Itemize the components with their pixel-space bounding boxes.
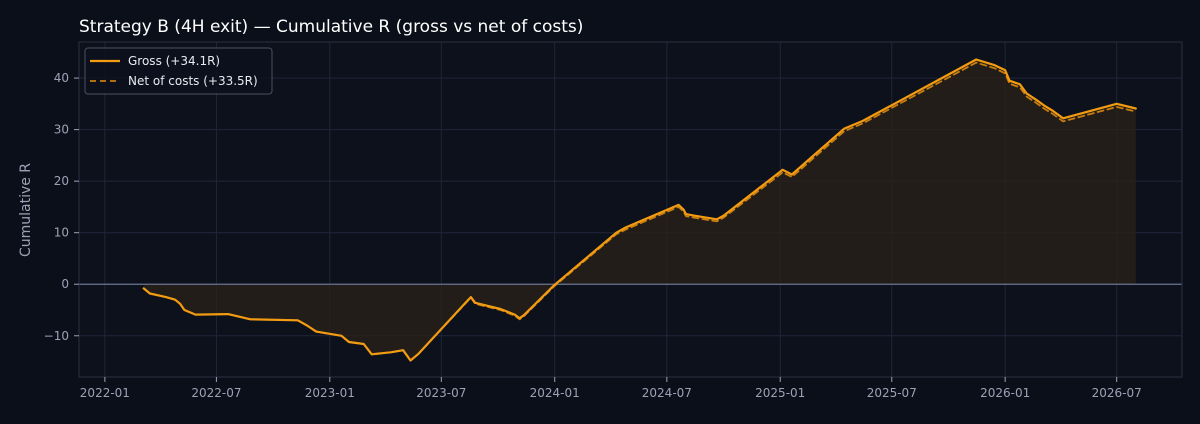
y-tick-label: −10 — [44, 329, 69, 343]
legend-label-net: Net of costs (+33.5R) — [128, 74, 258, 88]
x-tick-label: 2026-07 — [1092, 386, 1142, 400]
x-tick-label: 2022-01 — [80, 386, 130, 400]
y-tick-label: 40 — [54, 71, 69, 85]
x-tick-label: 2023-01 — [305, 386, 355, 400]
series-layer — [142, 58, 1137, 362]
area-fill — [143, 59, 1136, 361]
plot-frame — [78, 41, 1183, 378]
x-tick-label: 2022-07 — [191, 386, 241, 400]
x-axis: 2022-01 2022-07 2023-01 2023-07 2024-01 2024-… — [80, 377, 1142, 400]
x-tick-label: 2026-01 — [980, 386, 1030, 400]
legend-box — [84, 47, 273, 95]
x-tick-label: 2023-07 — [416, 386, 466, 400]
area-fill-layer — [143, 59, 1136, 361]
legend: Gross (+34.1R) Net of costs (+33.5R) — [84, 47, 273, 95]
x-tick-label: 2025-01 — [755, 386, 805, 400]
x-tick-label: 2024-01 — [530, 386, 580, 400]
y-tick-label: 20 — [54, 174, 69, 188]
x-tick-label: 2024-07 — [642, 386, 692, 400]
series-line-gross — [142, 58, 1137, 362]
y-tick-label: 0 — [61, 277, 69, 291]
y-tick-label: 10 — [54, 226, 69, 240]
y-axis: −10 0 10 20 30 40 — [44, 71, 79, 343]
chart-title: Strategy B (4H exit) — Cumulative R (gro… — [79, 17, 583, 37]
legend-label-gross: Gross (+34.1R) — [128, 54, 220, 68]
x-tick-label: 2025-07 — [867, 386, 917, 400]
y-axis-label: Cumulative R — [18, 163, 34, 257]
y-tick-label: 30 — [54, 123, 69, 137]
